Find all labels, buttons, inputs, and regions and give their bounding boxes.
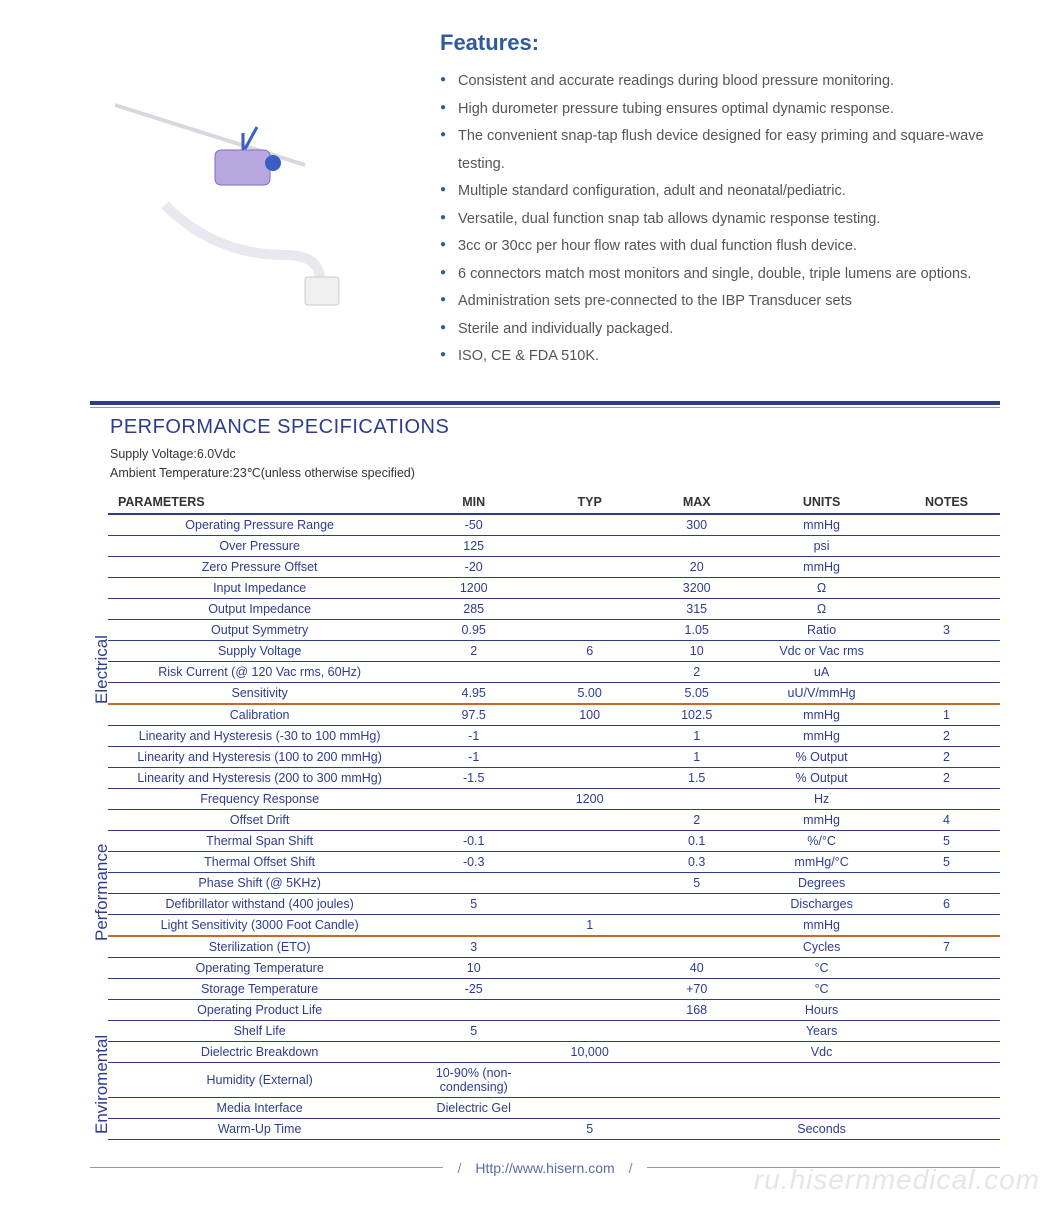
table-row: Risk Current (@ 120 Vac rms, 60Hz)2uA xyxy=(108,661,1000,682)
feature-item: Sterile and individually packaged. xyxy=(440,316,1000,344)
features-list: Consistent and accurate readings during … xyxy=(440,68,1000,371)
feature-item: Consistent and accurate readings during … xyxy=(440,68,1000,96)
feature-item: The convenient snap-tap flush device des… xyxy=(440,123,1000,178)
table-row: Media InterfaceDielectric Gel xyxy=(108,1097,1000,1118)
feature-item: High durometer pressure tubing ensures o… xyxy=(440,96,1000,124)
spec-table-wrap: PARAMETERS MIN TYP MAX UNITS NOTES Opera… xyxy=(108,491,1000,1140)
feature-item: 6 connectors match most monitors and sin… xyxy=(440,261,1000,289)
table-row: Zero Pressure Offset-2020mmHg xyxy=(108,556,1000,577)
table-row: Phase Shift (@ 5KHz)5Degrees xyxy=(108,872,1000,893)
spec-table: PARAMETERS MIN TYP MAX UNITS NOTES Opera… xyxy=(108,491,1000,1140)
table-row: Operating Pressure Range-50300mmHg xyxy=(108,514,1000,536)
spec-title: PERFORMANCE SPECIFICATIONS xyxy=(110,416,1000,439)
features-title: Features: xyxy=(440,30,1000,56)
top-section: Features: Consistent and accurate readin… xyxy=(90,30,1000,371)
feature-item: Administration sets pre-connected to the… xyxy=(440,288,1000,316)
watermark: ru.hisernmedical.com xyxy=(754,1164,1040,1196)
table-row: Humidity (External)10-90% (non-condensin… xyxy=(108,1062,1000,1097)
section-label: Enviromental xyxy=(92,1035,112,1134)
table-row: Operating Product Life168Hours xyxy=(108,999,1000,1020)
footer-url: Http://www.hisern.com xyxy=(475,1160,614,1176)
table-row: Sterilization (ETO)3Cycles7 xyxy=(108,936,1000,958)
table-row: Light Sensitivity (3000 Foot Candle)1mmH… xyxy=(108,914,1000,936)
table-row: Offset Drift2mmHg4 xyxy=(108,809,1000,830)
table-row: Dielectric Breakdown10,000Vdc xyxy=(108,1041,1000,1062)
table-header-row: PARAMETERS MIN TYP MAX UNITS NOTES xyxy=(108,491,1000,514)
table-row: Output Impedance285315Ω xyxy=(108,598,1000,619)
table-row: Storage Temperature-25+70°C xyxy=(108,978,1000,999)
table-row: Input Impedance12003200Ω xyxy=(108,577,1000,598)
table-row: Warm-Up Time5Seconds xyxy=(108,1118,1000,1139)
feature-item: 3cc or 30cc per hour flow rates with dua… xyxy=(440,233,1000,261)
table-row: Defibrillator withstand (400 joules)5Dis… xyxy=(108,893,1000,914)
table-row: Frequency Response1200Hz xyxy=(108,788,1000,809)
table-row: Sensitivity4.955.005.05uU/V/mmHg xyxy=(108,682,1000,704)
feature-item: ISO, CE & FDA 510K. xyxy=(440,343,1000,371)
feature-item: Versatile, dual function snap tab allows… xyxy=(440,206,1000,234)
table-row: Linearity and Hysteresis (200 to 300 mmH… xyxy=(108,767,1000,788)
spec-top-bar xyxy=(90,401,1000,405)
table-row: Thermal Offset Shift-0.30.3mmHg/°C5 xyxy=(108,851,1000,872)
table-row: Operating Temperature1040°C xyxy=(108,957,1000,978)
table-row: Shelf Life5Years xyxy=(108,1020,1000,1041)
table-row: Output Symmetry0.951.05Ratio3 xyxy=(108,619,1000,640)
table-row: Over Pressure125psi xyxy=(108,535,1000,556)
table-row: Supply Voltage2610Vdc or Vac rms xyxy=(108,640,1000,661)
product-image xyxy=(90,30,400,340)
table-row: Calibration97.5100102.5mmHg1 xyxy=(108,704,1000,726)
feature-item: Multiple standard configuration, adult a… xyxy=(440,178,1000,206)
section-label: Electrical xyxy=(92,635,112,704)
table-row: Thermal Span Shift-0.10.1%/°C5 xyxy=(108,830,1000,851)
section-label: Performance xyxy=(92,843,112,940)
spec-notes: Supply Voltage:6.0Vdc Ambient Temperatur… xyxy=(110,445,1000,483)
table-row: Linearity and Hysteresis (-30 to 100 mmH… xyxy=(108,725,1000,746)
features-block: Features: Consistent and accurate readin… xyxy=(440,30,1000,371)
table-row: Linearity and Hysteresis (100 to 200 mmH… xyxy=(108,746,1000,767)
